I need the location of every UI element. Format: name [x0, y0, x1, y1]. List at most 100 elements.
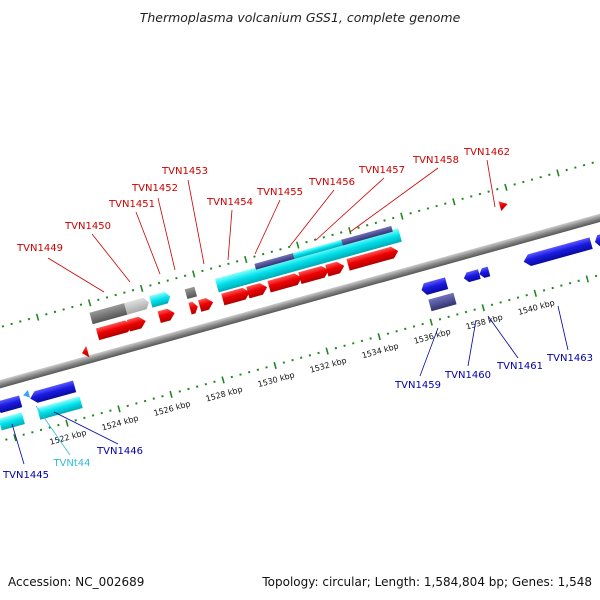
gene-arrow[interactable] [221, 286, 251, 306]
gene-arrow[interactable] [325, 260, 346, 277]
track-dot [386, 332, 390, 335]
track-dot [10, 322, 13, 326]
gene-arrow-reverse[interactable] [22, 389, 31, 399]
track-dot [45, 313, 48, 316]
rna-feature-tvnt44[interactable] [37, 396, 83, 420]
track-dot [487, 190, 490, 193]
gene-arrow[interactable] [267, 272, 303, 293]
track-dot [22, 433, 25, 436]
purple-feature[interactable] [428, 292, 457, 312]
track-dot [360, 339, 364, 343]
major-tick-mark [191, 270, 196, 278]
gene-arrow[interactable] [157, 307, 177, 323]
gene-label[interactable]: TVN1461 [496, 361, 543, 372]
track-dot [31, 431, 34, 434]
gene-label[interactable]: TVN1445 [2, 470, 49, 481]
gene-arrow-reverse[interactable] [29, 380, 77, 405]
leader-line [157, 197, 176, 271]
track-dot [209, 267, 213, 270]
major-tick-mark [556, 169, 560, 177]
track-dot [279, 248, 282, 251]
track-dot [560, 284, 563, 287]
major-tick-mark [296, 241, 300, 249]
track-dot [499, 301, 502, 304]
major-tick-mark [139, 284, 144, 292]
gene-box-gray[interactable] [89, 303, 128, 325]
major-tick-mark [533, 289, 538, 297]
major-tick-mark [87, 299, 92, 307]
rna-feature-long[interactable] [215, 228, 402, 293]
track-dot [187, 387, 190, 391]
gene-label[interactable]: TVN1454 [206, 197, 253, 208]
leader-line [419, 327, 439, 377]
gene-label[interactable]: TVN1458 [412, 155, 459, 166]
gene-arrow-reverse[interactable] [420, 277, 449, 296]
gene-arrow-reverse[interactable] [593, 228, 600, 248]
rna-arrow[interactable] [149, 291, 171, 308]
purple-feature[interactable] [341, 225, 393, 246]
track-dot [195, 385, 199, 388]
track-dot [565, 168, 568, 172]
gene-arrow[interactable] [80, 345, 90, 359]
gene-label[interactable]: TVN1457 [358, 165, 405, 176]
track-dot [265, 366, 268, 369]
gene-arrow[interactable] [246, 282, 268, 299]
tick-label: 1534 kbp [361, 341, 400, 360]
upper-dotted-track [1, 161, 594, 328]
gene-label[interactable]: TVN1446 [96, 446, 143, 457]
gene-arrow-gray[interactable] [124, 297, 150, 315]
leader-line [11, 423, 25, 465]
gene-label[interactable]: TVN1453 [161, 166, 208, 177]
gene-label[interactable]: TVN1463 [546, 353, 593, 364]
track-dot [464, 310, 468, 314]
track-dot [357, 226, 360, 229]
gene-label[interactable]: TVN1456 [308, 177, 355, 188]
gene-arrow-reverse[interactable] [522, 237, 593, 267]
gene-box-gray[interactable] [184, 286, 198, 300]
gene-arrow[interactable] [498, 199, 509, 211]
track-dot [291, 358, 294, 362]
map-track-group: 1522 kbp 1524 kbp 1526 kbp 1528 kbp 1530… [0, 161, 600, 447]
gene-label[interactable]: TVN1452 [131, 183, 178, 194]
track-dot [568, 281, 572, 285]
gene-arrow-reverse[interactable] [463, 269, 481, 283]
major-tick-mark [400, 212, 404, 220]
major-tick-mark [117, 405, 121, 413]
tick-label: 1524 kbp [101, 414, 140, 433]
track-dot [27, 317, 31, 321]
gene-label[interactable]: TVN1455 [256, 187, 303, 198]
track-dot [339, 231, 343, 234]
gene-arrow[interactable] [198, 296, 215, 312]
gene-arrow[interactable] [346, 245, 399, 271]
gene-arrow-reverse[interactable] [0, 395, 23, 415]
major-tick-mark [65, 419, 69, 427]
leader-line [254, 199, 281, 255]
track-dot [591, 161, 594, 164]
purple-feature[interactable] [254, 253, 295, 270]
gene-label[interactable]: TVN1460 [444, 370, 491, 381]
track-dot [79, 303, 83, 306]
gene-label[interactable]: TVN1459 [394, 380, 441, 391]
gene-arrow[interactable] [188, 301, 199, 315]
track-dot [39, 428, 43, 432]
rna-feature[interactable] [0, 412, 25, 431]
gene-label[interactable]: TVN1449 [16, 243, 63, 254]
track-dot [574, 166, 577, 169]
leader-line [227, 209, 233, 261]
track-dot [83, 416, 86, 420]
track-dot [157, 281, 161, 285]
gene-label[interactable]: TVN1451 [108, 199, 155, 210]
gene-arrow-reverse[interactable] [478, 266, 491, 279]
track-dot [131, 288, 135, 292]
tick-label: 1538 kbp [465, 313, 504, 332]
rna-feature[interactable] [292, 239, 343, 259]
gene-arrow[interactable] [126, 315, 148, 332]
track-dot [313, 238, 317, 241]
gene-arrow[interactable] [298, 264, 330, 284]
rna-label[interactable]: TVNt44 [52, 458, 90, 469]
track-dot [62, 308, 65, 311]
gene-label[interactable]: TVN1462 [463, 147, 510, 158]
gene-label[interactable]: TVN1450 [64, 221, 111, 232]
gene-arrow[interactable] [95, 319, 134, 341]
